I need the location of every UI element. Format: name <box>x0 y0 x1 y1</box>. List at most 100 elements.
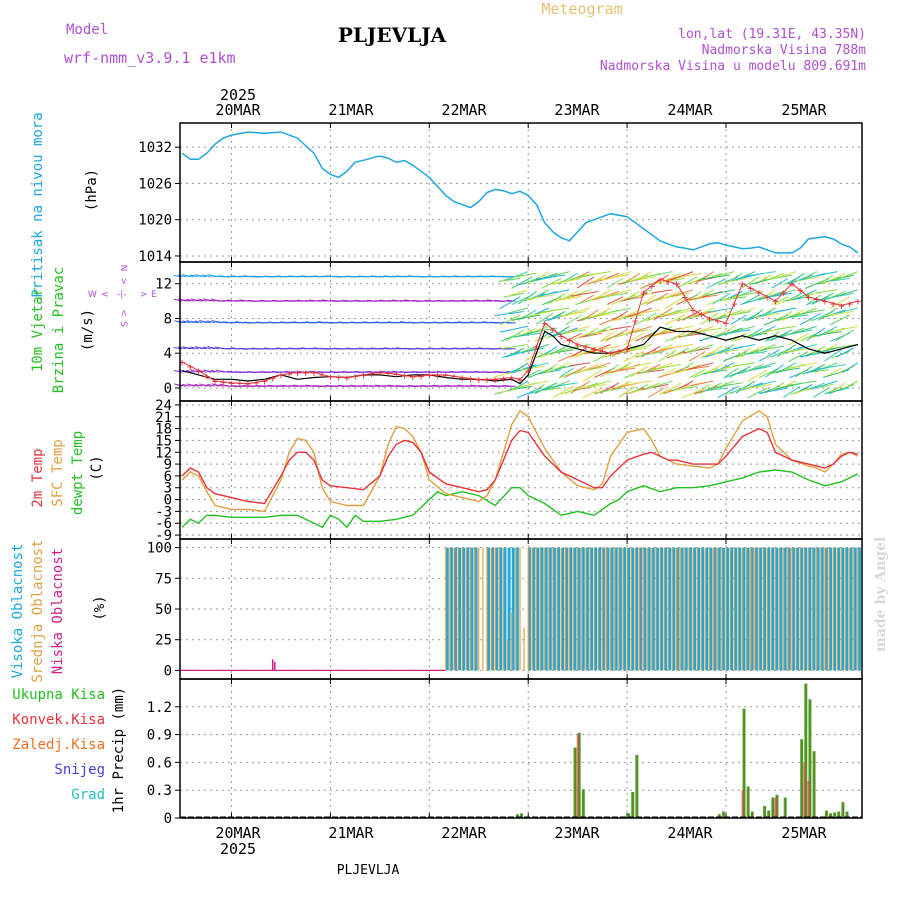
svg-text:<: < <box>101 290 109 300</box>
footer-location: PLJEVLJA <box>337 863 400 878</box>
gust-marker: + <box>525 365 532 378</box>
wind-arrow <box>707 364 723 374</box>
wind-arrow <box>710 362 735 374</box>
gust-marker: + <box>294 366 301 379</box>
wind-arrow <box>824 349 842 362</box>
high-cloud-bar <box>618 547 622 671</box>
gust-marker: + <box>187 360 194 373</box>
wind-arrow <box>189 320 199 324</box>
high-cloud-bar <box>552 547 556 671</box>
wind-arrow <box>210 346 220 350</box>
gust-marker: + <box>541 317 548 330</box>
high-cloud-bar <box>804 547 808 671</box>
wind-arrow <box>748 327 764 337</box>
wind-arrow <box>529 271 550 285</box>
wind-arrow <box>186 298 195 302</box>
top-x-axis: 2025 20MAR 21MAR 22MAR 23MAR 24MAR 25MAR <box>215 86 827 119</box>
wind-arrow <box>206 299 216 302</box>
frozen-precip-bar <box>520 813 523 818</box>
legend-frozen-rain: Zaledj.Kisa <box>12 737 105 753</box>
high-cloud-bar <box>627 547 631 671</box>
wind-arrow <box>670 271 694 281</box>
wind-ylabel: 10m Vjetar Brzina i Pravac (m/s) N > W <… <box>30 265 157 394</box>
gust-marker: + <box>855 295 862 308</box>
gust-marker: + <box>813 293 820 306</box>
wind-arrow <box>542 307 570 313</box>
high-cloud-bar <box>812 547 816 671</box>
wind-arrow <box>788 351 809 362</box>
wind-arrow <box>186 369 195 373</box>
frozen-precip-bar <box>574 747 577 818</box>
wind-arrow <box>553 325 570 337</box>
wind-arrow <box>818 364 846 370</box>
wind-arrow <box>206 320 216 324</box>
top-date-label: 24MAR <box>667 101 713 119</box>
wind-speed-line <box>181 326 859 385</box>
wind-arrow <box>214 275 224 278</box>
compass-icon: N > W < -|- > E < S <box>88 265 157 328</box>
gust-marker: + <box>484 373 491 386</box>
wind-arrow <box>680 272 702 278</box>
wind-arrow <box>801 271 817 281</box>
wind-arrow <box>453 321 463 324</box>
gust-marker: + <box>459 372 466 385</box>
wind-arrow <box>556 382 578 387</box>
credit-text: made by Angel <box>873 537 889 652</box>
high-cloud-bar <box>742 547 746 671</box>
frozen-precip-bar <box>809 699 811 818</box>
wind-arrow <box>706 345 723 357</box>
wind-arrow <box>705 278 727 289</box>
precip-unit: 1hr Precip (mm) <box>111 687 127 813</box>
wind-arrow <box>403 275 413 278</box>
low-cloud-title: Niska Oblacnost <box>50 548 66 674</box>
frozen-precip-bar <box>772 797 774 818</box>
wind-arrow <box>391 275 401 278</box>
gust-marker: + <box>385 367 392 380</box>
wind-arrow <box>535 312 554 325</box>
wind-arrow <box>563 307 591 317</box>
high-cloud-bar <box>668 547 672 671</box>
gust-marker: + <box>822 295 829 308</box>
wind-arrow <box>658 272 681 285</box>
wind-arrow <box>677 362 694 374</box>
high-cloud-bar <box>544 547 548 671</box>
wind-arrow <box>646 380 673 390</box>
wind-arrow <box>632 344 652 350</box>
wind-arrow <box>760 307 776 317</box>
high-cloud-bar <box>577 547 581 671</box>
y-tick-label: 4 <box>164 346 172 362</box>
wind-arrow <box>836 347 855 358</box>
high-cloud-bar <box>449 547 453 671</box>
wind-arrow <box>189 384 199 387</box>
high-cloud-bar <box>680 547 684 671</box>
high-cloud-bar <box>791 547 795 671</box>
high-cloud-bar <box>635 547 639 671</box>
gust-marker: + <box>805 291 812 304</box>
gust-marker: + <box>566 334 573 347</box>
gust-marker: + <box>533 341 540 354</box>
gust-marker: + <box>838 299 845 312</box>
frozen-precip-bar <box>578 732 581 818</box>
wind-arrow <box>549 271 570 278</box>
wind-arrow <box>659 349 677 362</box>
wind-arrow <box>210 369 220 373</box>
bottom-x-axis: 20MAR 21MAR 22MAR 23MAR 24MAR 25MAR 2025 <box>215 824 827 858</box>
y-tick-label: 1.2 <box>147 700 172 716</box>
wind-arrow <box>795 325 817 334</box>
gust-marker: + <box>410 371 417 384</box>
wind-arrow <box>819 274 834 285</box>
wind-arrow <box>741 364 764 374</box>
wind-arrow <box>288 321 298 324</box>
gust-marker: + <box>624 343 631 356</box>
product-title: Meteogram <box>541 0 622 18</box>
frozen-precip-bar <box>842 802 844 818</box>
high-cloud-bar <box>511 547 515 671</box>
gust-marker: + <box>475 373 482 386</box>
frozen-precip-bar <box>834 812 836 818</box>
gust-marker: + <box>632 315 639 328</box>
high-cloud-bar <box>462 547 466 671</box>
wind-arrow <box>194 299 203 302</box>
gust-marker: + <box>681 291 688 304</box>
wind-arrow <box>387 300 397 302</box>
wind-arrow <box>718 325 735 337</box>
